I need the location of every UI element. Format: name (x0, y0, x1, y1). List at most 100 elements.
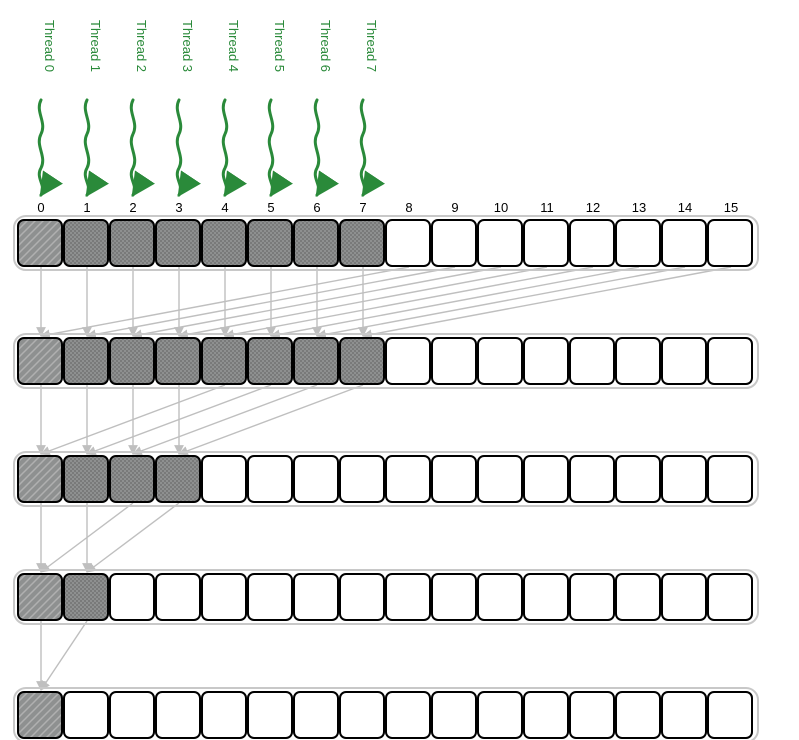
threads: Thread 0Thread 1Thread 2Thread 3Thread 4… (39, 20, 379, 195)
cell-inactive (478, 338, 522, 384)
cell-inactive (432, 574, 476, 620)
cell-inactive (524, 220, 568, 266)
thread-arrow (269, 100, 272, 195)
index-label: 9 (451, 200, 458, 215)
array-row (14, 570, 758, 624)
thread-label: Thread 3 (180, 20, 195, 72)
index-label: 5 (267, 200, 274, 215)
cell-active (110, 456, 154, 502)
cell-inactive (340, 574, 384, 620)
cell-inactive (64, 692, 108, 738)
index-label: 3 (175, 200, 182, 215)
cell-inactive (478, 574, 522, 620)
thread-arrow (361, 100, 364, 195)
cell-inactive (202, 692, 246, 738)
cell-active (64, 574, 108, 620)
thread-arrow (177, 100, 180, 195)
index-label: 8 (405, 200, 412, 215)
index-label: 2 (129, 200, 136, 215)
cell-active (202, 338, 246, 384)
cell-inactive (662, 338, 706, 384)
cell-active (18, 574, 62, 620)
index-label: 10 (494, 200, 508, 215)
cell-inactive (156, 692, 200, 738)
cell-active (18, 456, 62, 502)
cell-active (64, 456, 108, 502)
thread-label: Thread 6 (318, 20, 333, 72)
thread-label: Thread 2 (134, 20, 149, 72)
cell-inactive (478, 456, 522, 502)
index-label: 14 (678, 200, 692, 215)
reduction-arrow (87, 503, 179, 572)
cell-active (64, 220, 108, 266)
cell-inactive (708, 456, 752, 502)
index-label: 15 (724, 200, 738, 215)
cell-inactive (662, 456, 706, 502)
cell-inactive (432, 220, 476, 266)
thread-arrow (223, 100, 226, 195)
cell-inactive (248, 574, 292, 620)
index-label: 4 (221, 200, 228, 215)
cell-inactive (386, 456, 430, 502)
thread-label: Thread 4 (226, 20, 241, 72)
thread-label: Thread 5 (272, 20, 287, 72)
cell-inactive (202, 574, 246, 620)
thread-label: Thread 1 (88, 20, 103, 72)
cell-inactive (294, 692, 338, 738)
index-label: 6 (313, 200, 320, 215)
cell-inactive (662, 692, 706, 738)
reduction-arrow (225, 267, 593, 336)
cell-inactive (248, 692, 292, 738)
cell-inactive (340, 456, 384, 502)
cell-inactive (110, 692, 154, 738)
cell-inactive (432, 456, 476, 502)
cell-inactive (524, 338, 568, 384)
thread-arrow (131, 100, 134, 195)
cell-inactive (478, 220, 522, 266)
cell-inactive (616, 456, 660, 502)
cell-inactive (386, 220, 430, 266)
thread-arrow (85, 100, 88, 195)
cell-active (64, 338, 108, 384)
cell-active (294, 338, 338, 384)
cell-inactive (110, 574, 154, 620)
cell-inactive (524, 692, 568, 738)
cell-active (18, 220, 62, 266)
cell-inactive (294, 456, 338, 502)
cell-active (248, 220, 292, 266)
reduction-arrow (363, 267, 731, 336)
cell-inactive (156, 574, 200, 620)
index-label: 12 (586, 200, 600, 215)
reduction-arrow (271, 267, 639, 336)
cell-inactive (386, 692, 430, 738)
cell-inactive (386, 338, 430, 384)
index-label: 11 (540, 200, 554, 215)
thread-arrow (315, 100, 318, 195)
cell-active (248, 338, 292, 384)
reduction-arrow (41, 621, 87, 690)
cell-inactive (616, 692, 660, 738)
array-row (14, 334, 758, 388)
cell-active (202, 220, 246, 266)
index-label: 1 (83, 200, 90, 215)
cell-inactive (570, 456, 614, 502)
cell-inactive (570, 338, 614, 384)
cell-active (18, 338, 62, 384)
cell-inactive (662, 574, 706, 620)
index-labels: 0123456789101112131415 (37, 200, 738, 215)
cell-inactive (248, 456, 292, 502)
cell-active (156, 338, 200, 384)
cell-inactive (708, 574, 752, 620)
array-row (14, 216, 758, 270)
cell-inactive (570, 574, 614, 620)
array-row (14, 688, 758, 740)
index-label: 0 (37, 200, 44, 215)
cell-inactive (478, 692, 522, 738)
thread-label: Thread 7 (364, 20, 379, 72)
cell-inactive (432, 692, 476, 738)
cell-inactive (616, 220, 660, 266)
cell-active (340, 220, 384, 266)
reduction-arrow (133, 385, 317, 454)
cell-active (110, 220, 154, 266)
cell-active (110, 338, 154, 384)
